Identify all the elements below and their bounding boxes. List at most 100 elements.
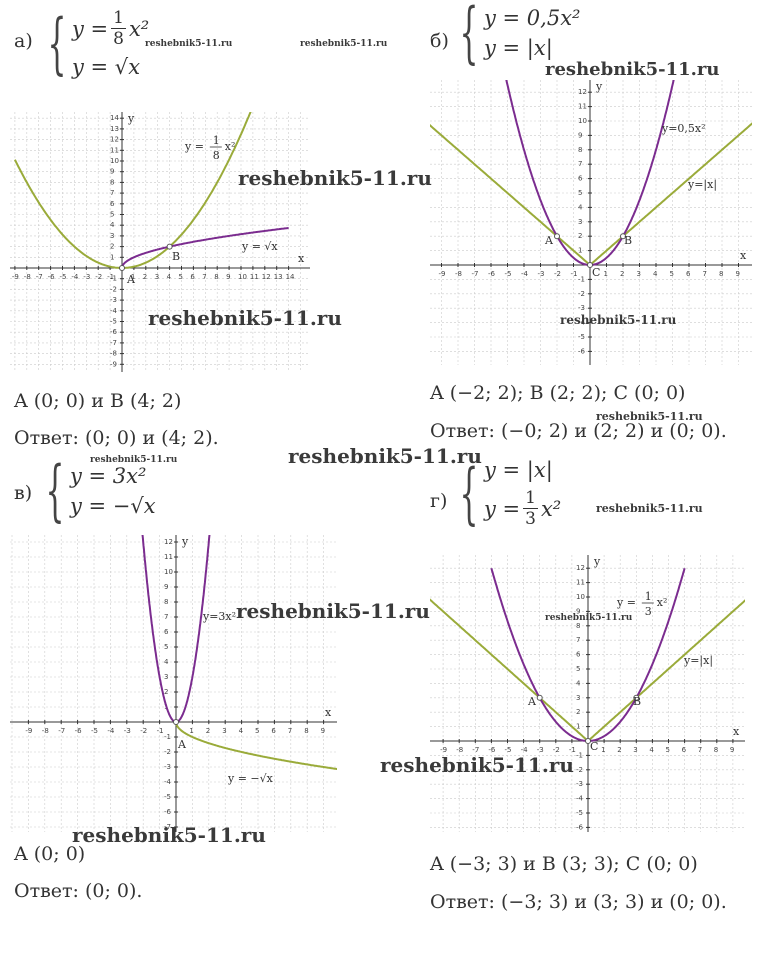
numerator: 1 [523, 488, 538, 509]
y-tick-label: 6 [576, 651, 581, 659]
y-tick-label: 9 [578, 131, 582, 139]
watermark: reshebnik5-11.ru [596, 410, 703, 423]
denominator: 8 [113, 29, 124, 49]
x-tick-label: -3 [124, 727, 131, 735]
problem-letter: г) [430, 490, 448, 512]
intersection-dot [119, 265, 125, 271]
equation: y = 1 3 x² [484, 488, 561, 529]
x-tick-label: 5 [179, 273, 183, 281]
x-tick-label: 9 [321, 727, 325, 735]
answer: Ответ: (−3; 3) и (3; 3) и (0; 0). [430, 891, 727, 913]
y-tick-label: 1 [110, 253, 114, 261]
equation: y = −√x [70, 494, 156, 518]
intersection-points: A (0; 0) и B (4; 2) [14, 390, 182, 412]
y-tick-label: -1 [576, 751, 583, 759]
intersection-dot [554, 233, 560, 240]
x-tick-label: 9 [226, 273, 230, 281]
system-lines: y = |x| y = 1 3 x² [484, 458, 561, 529]
y-tick-label: -6 [576, 823, 584, 831]
x-tick-label: -5 [60, 273, 67, 281]
y-tick-label: 5 [578, 189, 582, 197]
y-tick-label: -1 [578, 275, 585, 283]
x-tick-label: 8 [719, 270, 723, 278]
y-axis-label: y [127, 112, 135, 125]
intersection-dot [620, 233, 626, 240]
x-tick-label: 9 [730, 746, 734, 754]
graph-label-den: 8 [213, 149, 220, 162]
y-axis-label: y [181, 535, 189, 548]
y-tick-label: -2 [164, 748, 171, 756]
brace: { [45, 452, 65, 529]
x-tick-label: -3 [538, 270, 545, 278]
x-tick-label: -7 [58, 727, 65, 735]
y-tick-label: 7 [110, 189, 114, 197]
y-tick-label: 9 [576, 607, 580, 615]
y-tick-label: 11 [110, 146, 119, 154]
watermark: reshebnik5-11.ru [238, 166, 432, 190]
x-tick-label: 4 [653, 270, 658, 278]
x-tick-label: -8 [455, 270, 462, 278]
y-tick-label: -5 [576, 809, 583, 817]
y-tick-label: -2 [110, 285, 117, 293]
y-tick-label: -5 [110, 318, 117, 326]
x-tick-label: 4 [167, 273, 172, 281]
equation-system: {y = 1 8 x² y = √x [40, 4, 150, 82]
equation-system: {y = |x| y = 1 3 x² [452, 454, 562, 532]
x-tick-label: -2 [554, 270, 561, 278]
x-tick-label: -5 [505, 746, 512, 754]
graph-label: y=0,5x² [661, 122, 706, 135]
x-tick-label: 2 [620, 270, 624, 278]
x-tick-label: 9 [736, 270, 740, 278]
x-tick-label: -3 [83, 273, 90, 281]
x-tick-label: -1 [107, 273, 114, 281]
x-tick-label: -9 [440, 746, 447, 754]
y-tick-label: 2 [576, 708, 580, 716]
curve [14, 112, 252, 269]
y-tick-label: 10 [164, 568, 173, 576]
x-axis-label: x [325, 706, 332, 719]
y-tick-label: 9 [110, 168, 114, 176]
x-tick-label: -1 [571, 270, 578, 278]
x-tick-label: 3 [155, 273, 159, 281]
x-tick-label: 10 [238, 273, 247, 281]
x-tick-label: 4 [649, 746, 654, 754]
x-tick-label: 1 [131, 273, 135, 281]
graph-label: B [172, 250, 180, 263]
x-tick-label: 7 [703, 270, 707, 278]
x-tick-label: -5 [91, 727, 98, 735]
y-tick-label: 2 [164, 688, 168, 696]
answer: Ответ: (0; 0) и (4; 2). [14, 427, 219, 449]
x-tick-label: 1 [601, 746, 605, 754]
x-tick-label: -9 [439, 270, 446, 278]
x-tick-label: 5 [670, 270, 674, 278]
watermark: reshebnik5-11.ru [560, 313, 677, 327]
x-tick-label: -8 [456, 746, 463, 754]
y-tick-label: 5 [110, 211, 114, 219]
math-text: x² [128, 16, 150, 41]
intersection-dot [166, 243, 173, 250]
y-tick-label: -6 [578, 347, 586, 355]
y-tick-label: 6 [110, 200, 115, 208]
graph-label: y = √x [241, 240, 278, 253]
math-text: y = √x [72, 55, 141, 79]
x-tick-label: -2 [95, 273, 102, 281]
y-tick-label: 11 [164, 553, 173, 561]
brace: { [459, 454, 479, 532]
x-tick-label: -6 [75, 727, 83, 735]
x-axis-label: x [298, 252, 305, 265]
y-tick-label: 13 [110, 125, 119, 133]
brace: { [47, 4, 67, 82]
graph-label: A [177, 738, 187, 751]
problem-letter: а) [14, 30, 33, 52]
watermark: reshebnik5-11.ru [236, 599, 430, 623]
y-tick-label: 4 [164, 658, 169, 666]
y-tick-label: 4 [576, 679, 581, 687]
intersection-dot [633, 694, 640, 701]
y-tick-label: 8 [164, 598, 168, 606]
x-tick-label: 14 [286, 273, 295, 281]
system-lines: y = 0,5x² y = |x| [484, 6, 580, 60]
watermark: reshebnik5-11.ru [545, 613, 633, 623]
x-tick-label: -2 [140, 727, 147, 735]
y-tick-label: -3 [578, 304, 585, 312]
